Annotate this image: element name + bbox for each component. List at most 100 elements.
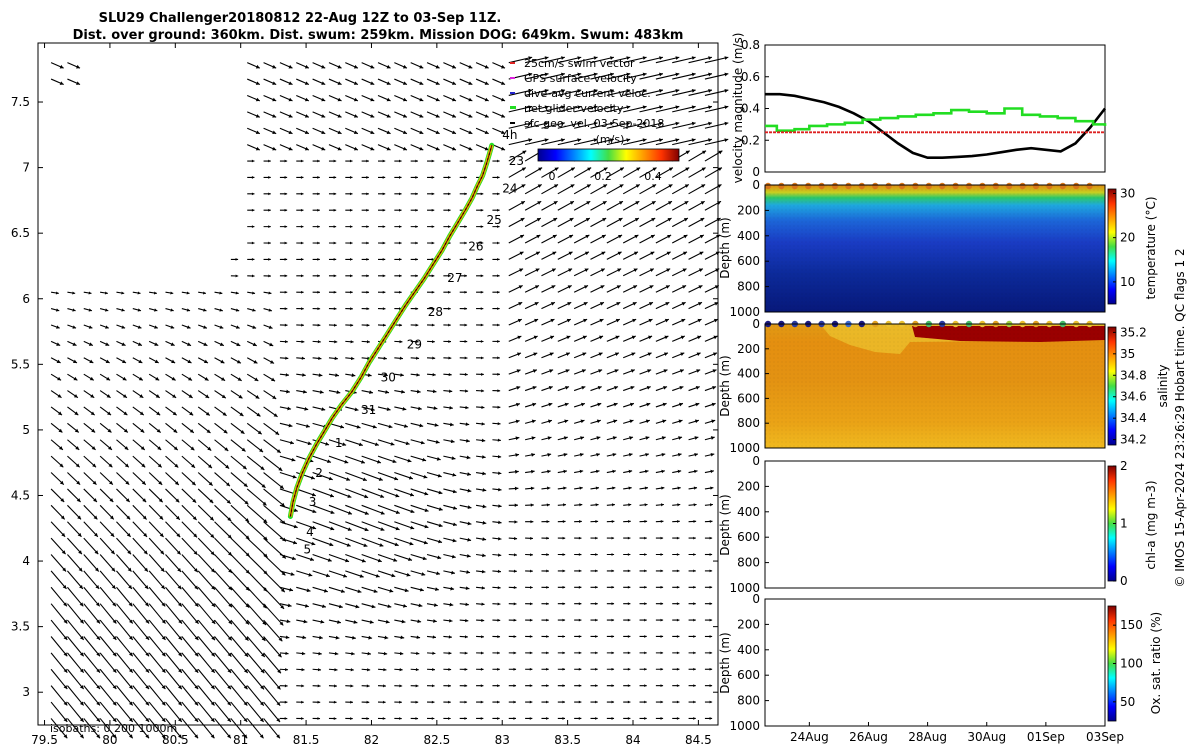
current-arrowhead <box>481 372 484 376</box>
current-arrowhead <box>143 550 148 555</box>
current-arrowhead <box>227 701 231 706</box>
current-arrowhead <box>715 268 720 272</box>
current-arrow <box>246 537 268 558</box>
current-arrowhead <box>284 241 288 245</box>
current-arrowhead <box>466 455 471 460</box>
current-arrowhead <box>424 524 429 529</box>
current-arrowhead <box>211 652 215 657</box>
current-arrow <box>606 122 631 129</box>
current-arrowhead <box>63 668 68 673</box>
current-arrowhead <box>210 533 215 538</box>
current-arrowhead <box>497 438 501 442</box>
track-day-label: 27 <box>447 271 462 285</box>
current-arrowhead <box>155 376 160 381</box>
current-arrowhead <box>663 385 668 390</box>
current-arrow <box>246 603 267 626</box>
current-arrow <box>83 537 99 555</box>
current-arrowhead <box>337 130 342 135</box>
current-arrowhead <box>402 97 407 102</box>
current-arrowhead <box>668 167 673 172</box>
current-arrowhead <box>562 717 566 720</box>
current-arrowhead <box>173 446 178 451</box>
current-arrowhead <box>659 72 663 77</box>
current-arrowhead <box>145 717 150 722</box>
current-arrow <box>214 586 233 608</box>
current-arrowhead <box>159 533 164 537</box>
current-arrowhead <box>658 138 663 142</box>
current-arrowhead <box>192 516 197 521</box>
current-arrowhead <box>531 419 536 424</box>
current-arrow <box>606 138 631 146</box>
current-arrowhead <box>145 652 150 657</box>
current-arrow <box>508 122 533 129</box>
current-arrowhead <box>73 376 78 381</box>
current-arrowhead <box>717 184 722 188</box>
current-arrowhead <box>452 64 456 69</box>
current-arrowhead <box>171 376 176 381</box>
current-arrowhead <box>667 234 672 239</box>
temperature-colorbar-label: temperature (°C) <box>1144 197 1158 300</box>
current-arrowhead <box>386 407 391 411</box>
current-arrowhead <box>286 389 290 394</box>
current-arrowhead <box>561 121 565 126</box>
current-arrowhead <box>609 138 614 142</box>
current-arrow <box>165 603 183 624</box>
current-arrowhead <box>618 234 623 239</box>
current-arrowhead <box>419 146 424 151</box>
current-arrow <box>246 488 267 506</box>
current-arrow <box>377 537 399 547</box>
current-arrowhead <box>140 428 145 433</box>
current-arrowhead <box>433 406 438 410</box>
current-arrowhead <box>595 651 598 655</box>
current-arrowhead <box>432 373 436 377</box>
current-arrowhead <box>562 667 566 671</box>
current-arrowhead <box>633 251 638 256</box>
current-arrow <box>328 553 350 563</box>
current-arrowhead <box>382 208 386 212</box>
current-arrowhead <box>284 192 288 196</box>
current-arrowhead <box>260 701 264 706</box>
current-arrowhead <box>408 557 412 562</box>
current-arrowhead <box>145 668 150 673</box>
current-arrowhead <box>501 130 506 135</box>
current-arrow <box>197 718 215 739</box>
current-arrowhead <box>227 652 232 657</box>
colorbar-tick-label: 50 <box>1120 695 1135 709</box>
current-arrowhead <box>713 352 717 357</box>
current-arrowhead <box>448 192 451 196</box>
current-arrowhead <box>243 734 248 739</box>
current-arrow <box>116 701 134 723</box>
current-arrowhead <box>532 386 537 390</box>
current-arrow <box>83 636 101 657</box>
current-arrow <box>181 652 199 674</box>
current-arrowhead <box>106 376 111 381</box>
current-arrowhead <box>611 651 615 655</box>
current-arrowhead <box>685 150 690 155</box>
map-ytick-label: 3 <box>22 685 30 699</box>
current-arrowhead <box>451 554 456 559</box>
current-arrowhead <box>481 389 485 393</box>
current-arrowhead <box>290 572 295 576</box>
current-arrowhead <box>529 585 533 589</box>
map-panel: 79.5 80 80.5 81 81.5 82 82.5 83 83.5 84 84.533.544… <box>11 42 729 747</box>
current-arrowhead <box>709 667 713 671</box>
current-arrowhead <box>549 369 554 373</box>
temperature-surface-sample <box>845 182 852 190</box>
current-arrowhead <box>480 356 484 360</box>
current-arrowhead <box>564 419 569 424</box>
current-arrow <box>197 586 216 608</box>
current-arrowhead <box>380 511 385 515</box>
current-arrowhead <box>353 81 358 85</box>
current-arrowhead <box>268 308 272 312</box>
current-arrowhead <box>285 668 288 672</box>
current-arrowhead <box>91 446 96 450</box>
current-arrowhead <box>128 717 133 722</box>
current-arrowhead <box>55 308 60 312</box>
glider-track <box>287 142 495 519</box>
current-arrowhead <box>402 81 407 85</box>
current-arrowhead <box>105 325 109 329</box>
current-arrow <box>672 73 696 80</box>
date-xtick-label: 24Aug <box>790 730 829 744</box>
current-arrowhead <box>466 554 471 558</box>
